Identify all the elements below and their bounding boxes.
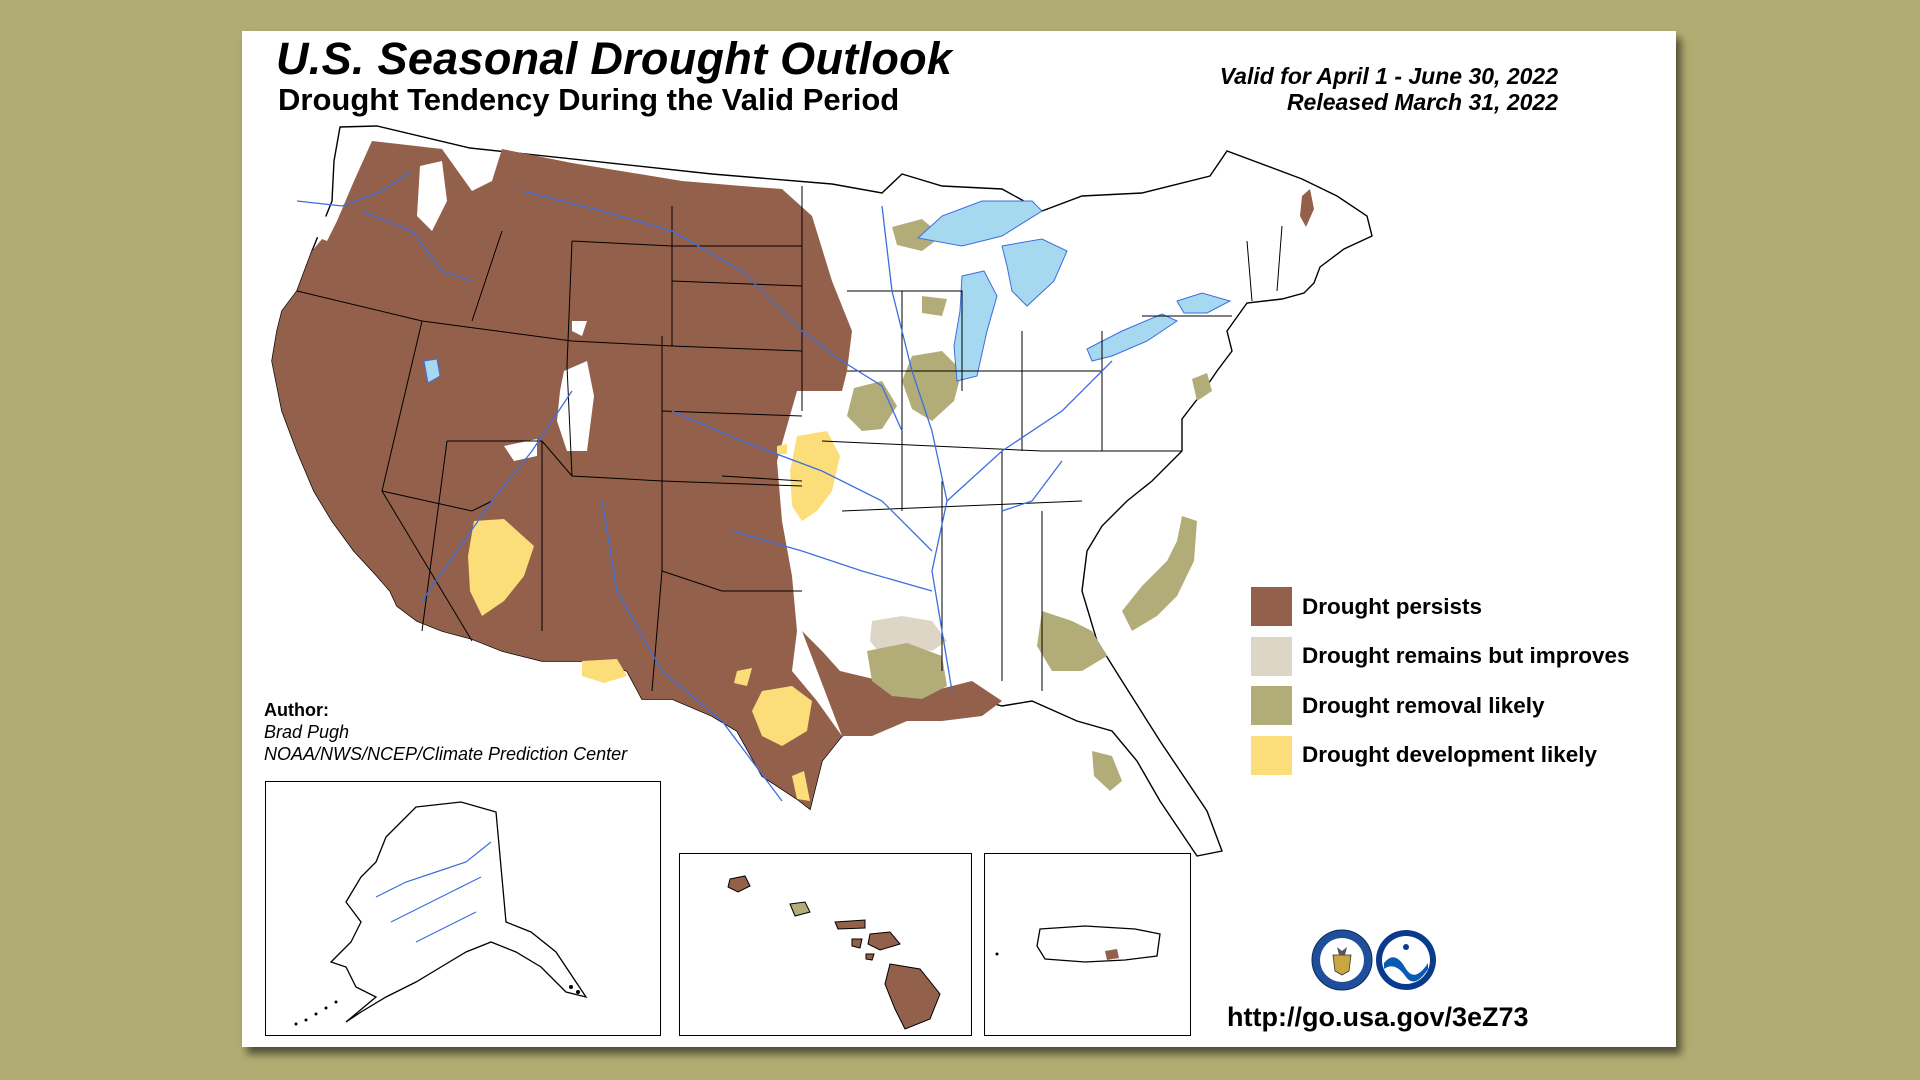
great-salt-lake — [423, 358, 441, 384]
region-drought-persists-gulf — [802, 631, 1002, 736]
puerto-rico-land — [1036, 925, 1161, 963]
legend-swatch — [1251, 636, 1292, 676]
noaa-logo — [1376, 930, 1436, 990]
tennessee-river — [1001, 460, 1063, 512]
region-improves-arkansas — [870, 616, 947, 656]
legend-label: Drought development likely — [1302, 742, 1598, 768]
legend-swatch — [1251, 686, 1292, 726]
inset-puerto-rico — [984, 853, 1191, 1036]
legend: Drought persists Drought remains but imp… — [1251, 582, 1630, 780]
puerto-rico-map — [995, 925, 1161, 963]
water-bodies — [423, 200, 1232, 384]
region-no-drought-pockets — [302, 161, 594, 461]
snake-river — [361, 210, 473, 282]
alaska-map — [294, 801, 588, 1026]
island-molokai — [834, 919, 866, 930]
lake-superior — [916, 200, 1043, 247]
lake-erie — [1086, 313, 1179, 362]
island-lanai — [851, 938, 863, 949]
legend-swatch — [1251, 735, 1292, 775]
island-kahoolawe — [865, 953, 875, 961]
department-of-commerce-seal — [1311, 929, 1373, 991]
lake-huron — [1001, 238, 1068, 307]
legend-item-persists: Drought persists — [1251, 582, 1630, 632]
author-name: Brad Pugh — [264, 722, 350, 742]
hawaii-map — [727, 875, 941, 1030]
region-drought-persists-west — [272, 141, 852, 809]
legend-label: Drought persists — [1302, 593, 1483, 619]
author-org: NOAA/NWS/NCEP/Climate Prediction Center — [264, 744, 628, 764]
valid-period: Valid for April 1 - June 30, 2022 — [1219, 63, 1558, 89]
colorado-river — [421, 390, 573, 602]
ohio-river — [946, 360, 1113, 502]
release-date: Released March 31, 2022 — [1286, 89, 1558, 115]
legend-label: Drought removal likely — [1302, 692, 1545, 718]
alaska-land — [329, 801, 588, 1023]
puerto-rico-drought — [1105, 949, 1119, 960]
missouri-river — [521, 190, 903, 432]
inset-hawaii — [679, 853, 972, 1036]
legend-swatch — [1251, 587, 1292, 627]
lake-michigan — [953, 270, 998, 382]
conus-map — [271, 125, 1373, 857]
rio-grande — [601, 500, 783, 802]
island-kauai — [727, 875, 751, 893]
legend-label: Drought remains but improves — [1302, 643, 1630, 669]
outlook-card: U.S. Seasonal Drought Outlook Drought Te… — [242, 31, 1676, 1047]
region-drought-persists-maine — [1300, 189, 1314, 227]
legend-item-removal: Drought removal likely — [1251, 681, 1630, 731]
map-subtitle: Drought Tendency During the Valid Period — [278, 82, 900, 117]
region-removal-likely — [847, 219, 1212, 791]
mississippi-river — [881, 205, 953, 692]
state-borders — [296, 186, 1283, 692]
island-hawaii — [884, 963, 941, 1030]
outlook-url[interactable]: http://go.usa.gov/3eZ73 — [1227, 1002, 1529, 1032]
legend-item-development: Drought development likely — [1251, 731, 1630, 781]
arkansas-river — [671, 410, 933, 552]
author-label: Author: — [264, 700, 329, 720]
legend-item-improves: Drought remains but improves — [1251, 632, 1630, 682]
columbia-river — [296, 170, 413, 207]
rivers — [296, 170, 1113, 802]
red-river — [731, 530, 933, 592]
region-development-likely — [468, 431, 840, 801]
inset-alaska — [265, 781, 661, 1036]
lake-ontario — [1176, 292, 1232, 314]
island-oahu — [789, 901, 811, 917]
author-block: Author: Brad Pugh NOAA/NWS/NCEP/Climate … — [264, 699, 627, 765]
island-maui — [867, 931, 901, 951]
map-title: U.S. Seasonal Drought Outlook — [276, 33, 953, 84]
